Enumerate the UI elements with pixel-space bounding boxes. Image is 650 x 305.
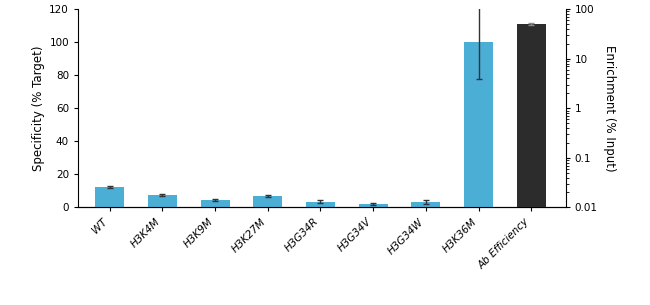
- Bar: [306, 202, 335, 207]
- Bar: [517, 24, 546, 305]
- Y-axis label: Specificity (% Target): Specificity (% Target): [32, 45, 45, 171]
- Bar: [254, 196, 282, 207]
- Bar: [359, 204, 387, 207]
- Bar: [411, 202, 440, 207]
- Bar: [201, 200, 229, 207]
- Y-axis label: Enrichment (% Input): Enrichment (% Input): [603, 45, 616, 172]
- Bar: [464, 42, 493, 207]
- Bar: [148, 195, 177, 207]
- Bar: [95, 187, 124, 207]
